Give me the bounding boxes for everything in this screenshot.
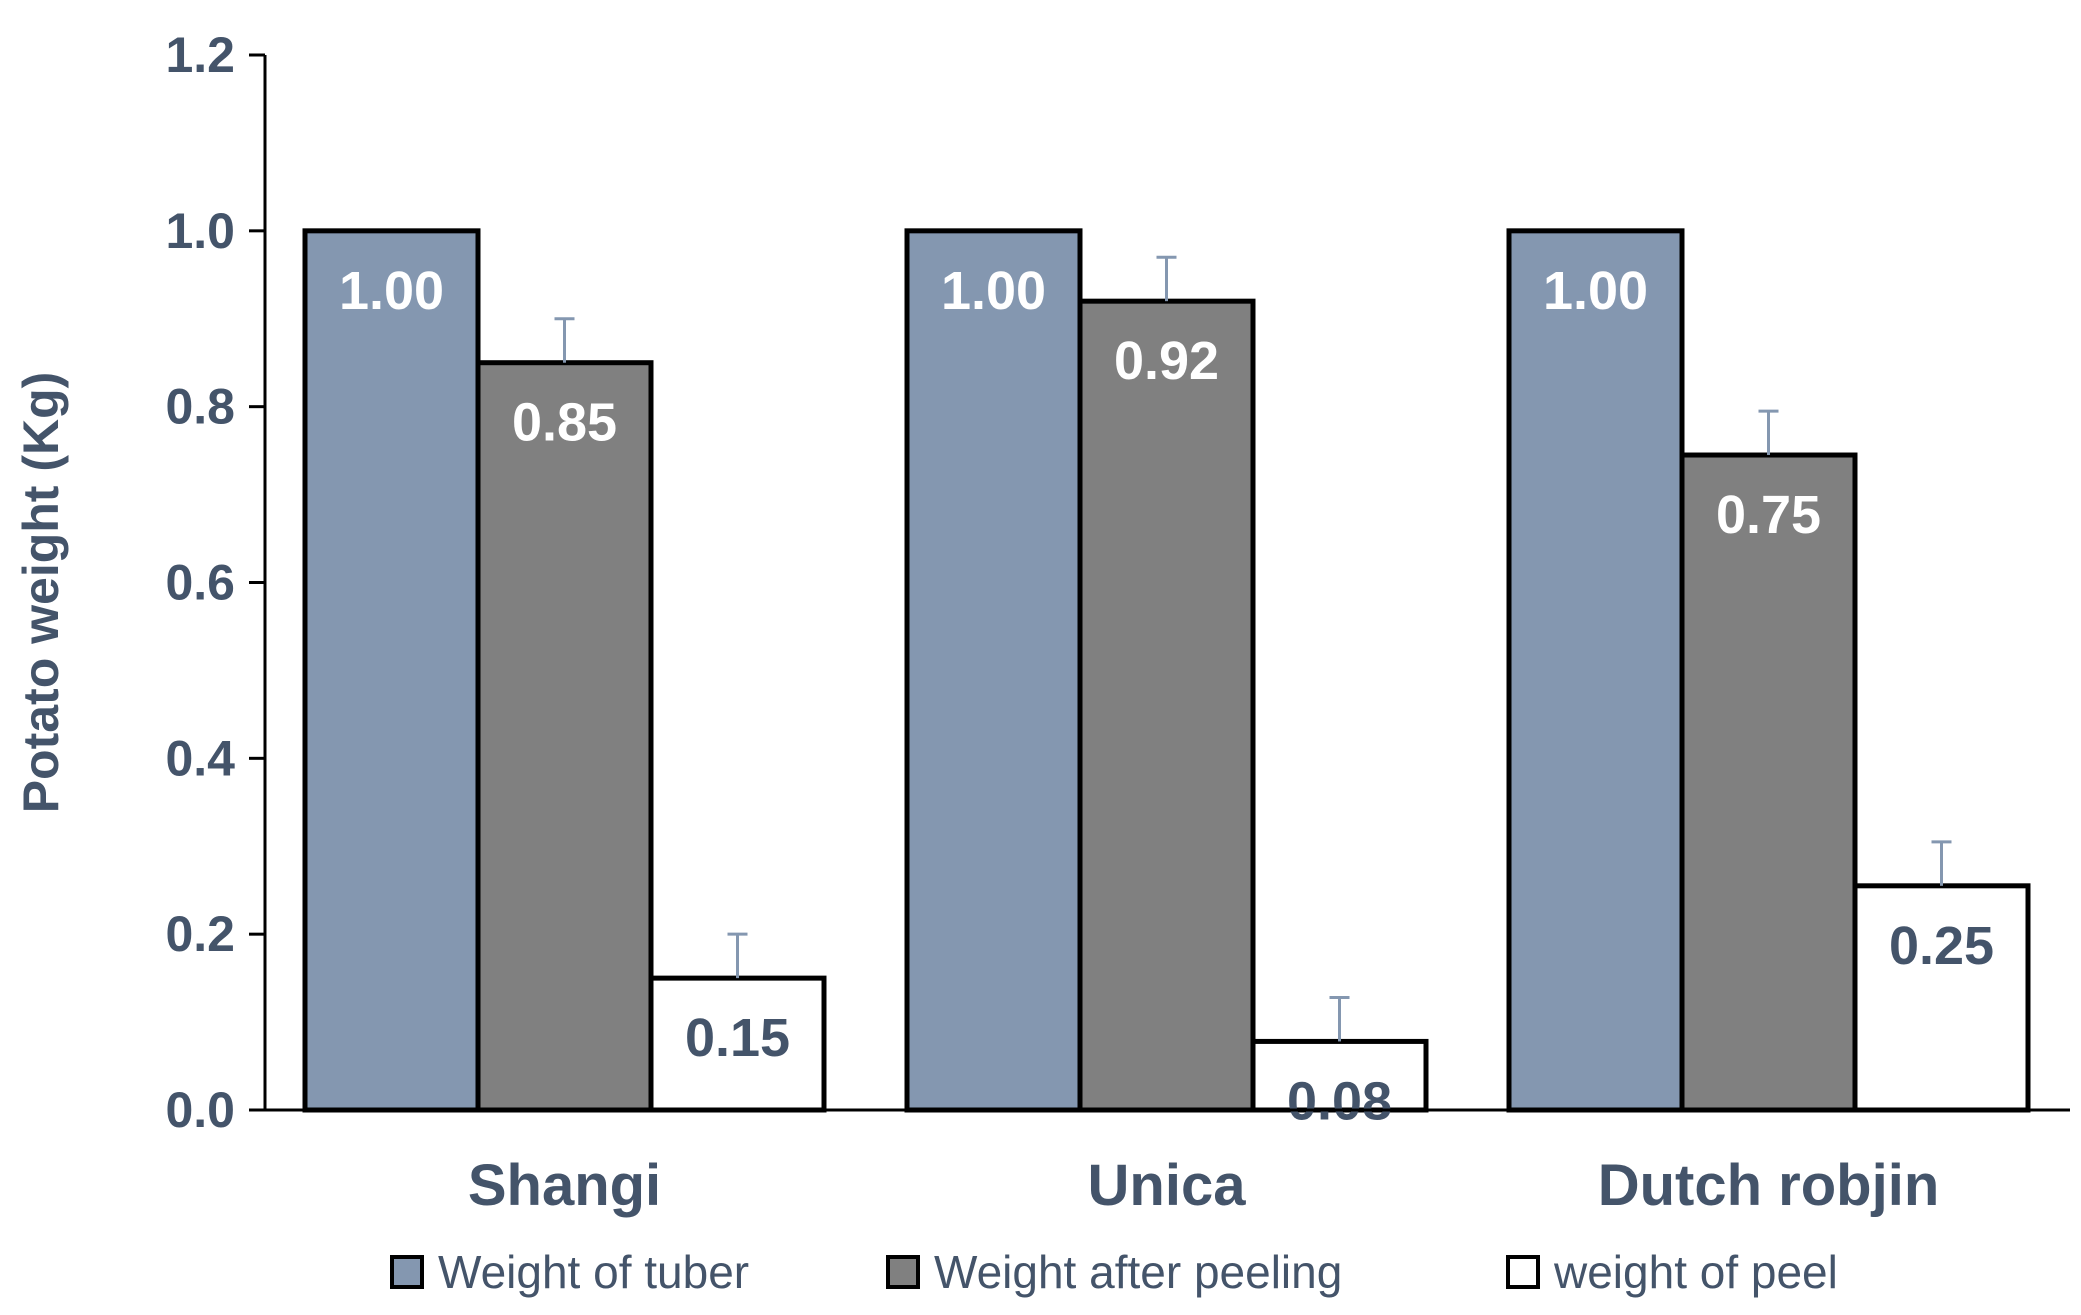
legend-swatch (886, 1255, 920, 1289)
bar (904, 228, 1083, 1113)
data-label: 0.15 (685, 1008, 790, 1068)
x-axis: Shangi Unica Dutch robjin (265, 1108, 2070, 1218)
bar (1077, 298, 1256, 1113)
y-tick-label: 0.4 (165, 730, 235, 786)
data-label: 1.00 (339, 261, 444, 321)
y-axis: 0.0 0.2 0.4 0.6 0.8 1.0 1.2 (165, 27, 267, 1138)
bar (302, 228, 481, 1113)
data-label: 0.85 (512, 393, 617, 453)
y-tick-label: 1.2 (165, 27, 235, 83)
category-label: Unica (1088, 1153, 1247, 1218)
bar (475, 360, 654, 1113)
bar (1506, 228, 1685, 1113)
y-tick-label: 0.0 (165, 1082, 235, 1138)
data-label: 1.00 (941, 261, 1046, 321)
data-label: 1.00 (1543, 261, 1648, 321)
legend-swatch (1506, 1255, 1540, 1289)
category-label: Shangi (468, 1153, 661, 1218)
y-tick-label: 1.0 (165, 203, 235, 259)
bars: 1.00 0.85 0.15 1.00 0.92 0.08 1.00 0.75 0.25 (302, 228, 2031, 1131)
legend: Weight of tuber Weight after peeling weigh… (390, 1246, 1838, 1298)
y-tick-label: 0.2 (165, 906, 235, 962)
legend-label: weight of peel (1553, 1246, 1838, 1298)
y-axis-title: Potato weight (Kg) (13, 372, 69, 814)
bar (1679, 452, 1858, 1113)
y-tick-label: 0.6 (165, 555, 235, 611)
legend-swatch (390, 1255, 424, 1289)
y-tick-label: 0.8 (165, 379, 235, 435)
bar (1250, 1038, 1429, 1113)
data-label: 0.25 (1889, 916, 1994, 976)
data-label: 0.75 (1716, 485, 1821, 545)
category-label: Dutch robjin (1598, 1153, 1940, 1218)
data-label: 0.92 (1114, 331, 1219, 391)
data-label: 0.08 (1287, 1071, 1392, 1131)
legend-label: Weight of tuber (438, 1246, 749, 1298)
legend-label: Weight after peeling (934, 1246, 1342, 1298)
